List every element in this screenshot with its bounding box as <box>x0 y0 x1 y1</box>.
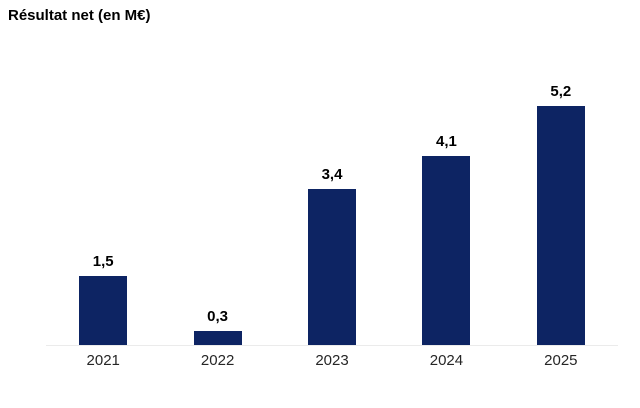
bar-slots: 1,5 0,3 3,4 4,1 5,2 <box>46 60 618 345</box>
bar-value-label: 3,4 <box>321 166 343 183</box>
x-axis-line <box>46 345 618 346</box>
bar <box>308 189 357 345</box>
bar <box>422 156 471 345</box>
bar-value-label: 4,1 <box>435 133 457 150</box>
x-axis-tick-label: 2021 <box>86 352 120 369</box>
bar-value-label: 1,5 <box>92 253 114 270</box>
bar-group: 0,3 <box>160 60 274 345</box>
chart-title: Résultat net (en M€) <box>8 7 151 24</box>
bar-group: 5,2 <box>504 60 618 345</box>
bar-group: 4,1 <box>389 60 503 345</box>
bar <box>79 276 128 345</box>
x-axis-tick-label: 2024 <box>429 352 464 369</box>
plot-area: 1,5 0,3 3,4 4,1 5,2 <box>46 60 618 346</box>
bar-group: 3,4 <box>275 60 389 345</box>
bar-value-label: 5,2 <box>550 83 572 100</box>
bar-value-label: 0,3 <box>207 308 229 325</box>
bar <box>193 331 242 345</box>
x-axis-tick-label: 2025 <box>544 352 578 369</box>
category-row: 2021 2022 2023 2024 2025 <box>46 352 618 370</box>
x-axis-tick-label: 2022 <box>200 352 235 369</box>
x-axis-tick-label: 2023 <box>315 352 349 369</box>
bar <box>536 106 585 345</box>
bar-group: 1,5 <box>46 60 160 345</box>
